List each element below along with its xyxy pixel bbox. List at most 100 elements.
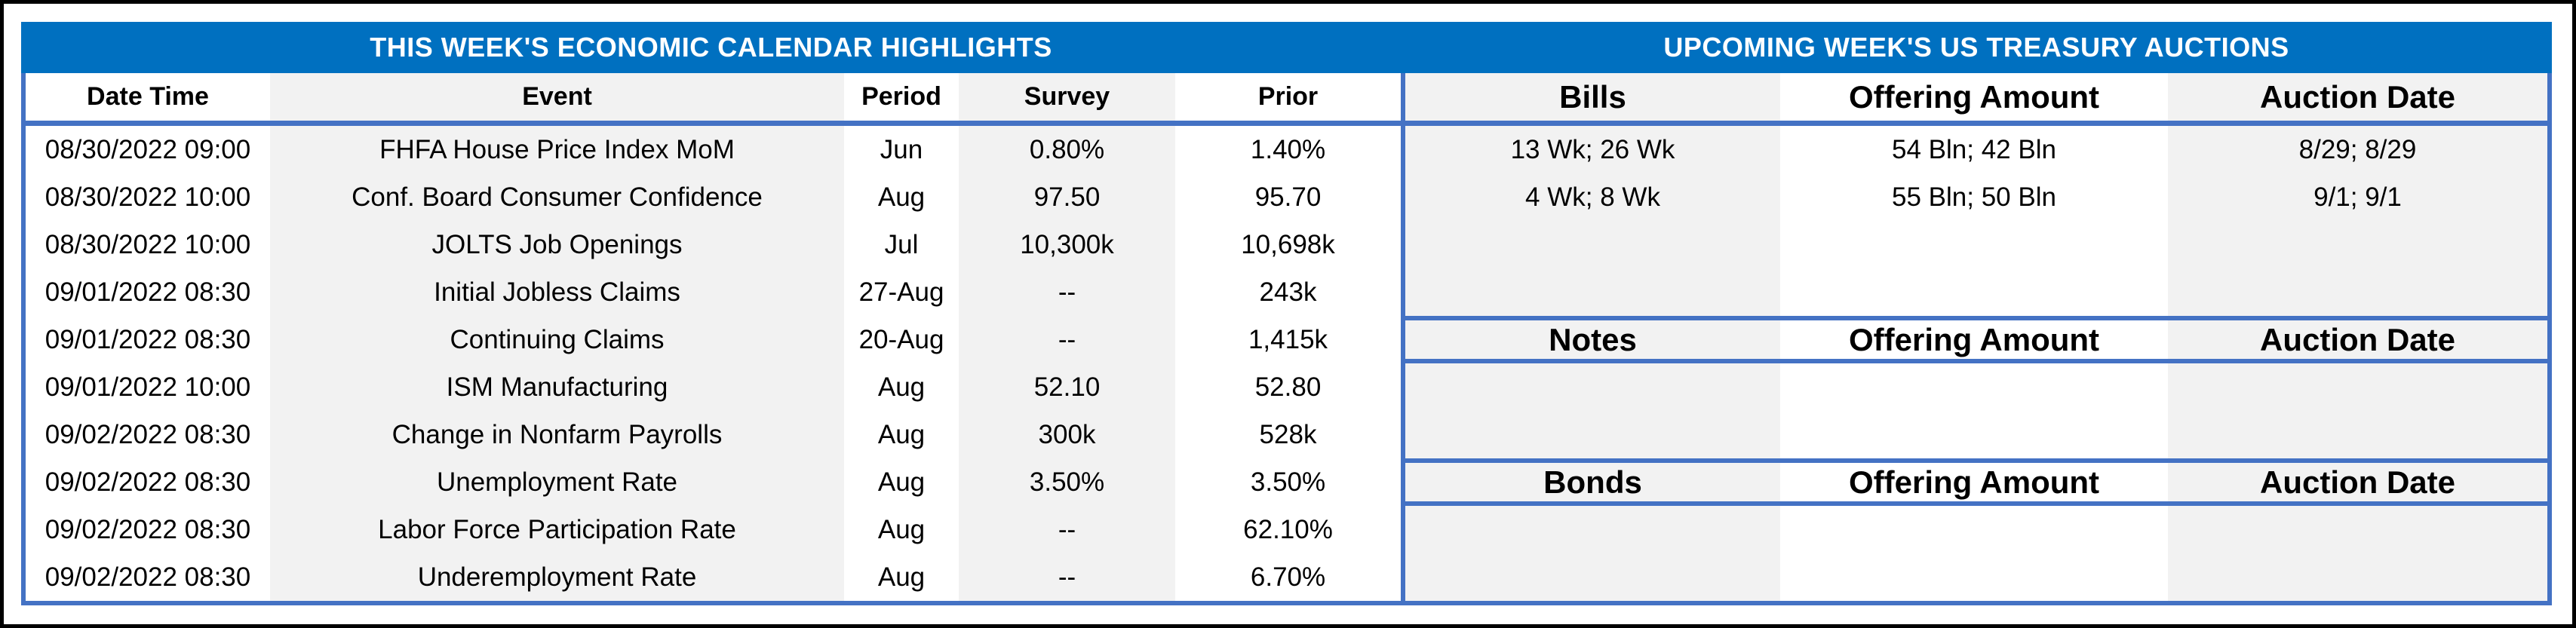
cell-survey: 97.50 (959, 173, 1175, 221)
auctions-title: UPCOMING WEEK'S US TREASURY AUCTIONS (1663, 32, 2289, 63)
notes-section-header: Notes Offering Amount Auction Date (1405, 316, 2547, 363)
cell-date-time: 09/01/2022 10:00 (26, 363, 270, 411)
empty-row (1405, 268, 2547, 316)
cell-event: Conf. Board Consumer Confidence (270, 173, 844, 221)
cell-event: Labor Force Participation Rate (270, 506, 844, 553)
header-notes-auction-date: Auction Date (2168, 320, 2547, 359)
header-event: Event (270, 73, 844, 121)
cell-event: Unemployment Rate (270, 458, 844, 506)
header-period: Period (844, 73, 959, 121)
cell-survey: 0.80% (959, 126, 1175, 173)
cell-survey: -- (959, 268, 1175, 316)
cell-period: Jul (844, 221, 959, 268)
cell-event: FHFA House Price Index MoM (270, 126, 844, 173)
cell-period: Aug (844, 173, 959, 221)
cell-date-time: 09/01/2022 08:30 (26, 316, 270, 363)
empty-row (1405, 411, 2547, 458)
cell-event: Underemployment Rate (270, 553, 844, 601)
economic-calendar-table: Date Time Event Period Survey Prior 08/3… (26, 73, 1401, 601)
cell-offering-amount: 55 Bln; 50 Bln (1780, 173, 2168, 221)
cell-date-time: 09/02/2022 08:30 (26, 411, 270, 458)
auctions-header-row: Bills Offering Amount Auction Date (1405, 73, 2547, 121)
calendar-row: 09/01/2022 10:00 ISM Manufacturing Aug 5… (26, 363, 1401, 411)
cell-event: Continuing Claims (270, 316, 844, 363)
cell-prior: 528k (1175, 411, 1401, 458)
header-bonds-offering-amount: Offering Amount (1780, 463, 2168, 501)
header-separator-right (1405, 121, 2547, 126)
cell-bills-security: 4 Wk; 8 Wk (1405, 173, 1780, 221)
cell-event: JOLTS Job Openings (270, 221, 844, 268)
header-offering-amount: Offering Amount (1780, 73, 2168, 121)
calendar-row: 09/02/2022 08:30 Underemployment Rate Au… (26, 553, 1401, 601)
calendar-row: 09/01/2022 08:30 Continuing Claims 20-Au… (26, 316, 1401, 363)
cell-bills-security: 13 Wk; 26 Wk (1405, 126, 1780, 173)
cell-period: 20-Aug (844, 316, 959, 363)
cell-survey: -- (959, 506, 1175, 553)
header-bills: Bills (1405, 73, 1780, 121)
header-notes: Notes (1405, 320, 1780, 359)
empty-row (1405, 363, 2547, 411)
cell-date-time: 08/30/2022 09:00 (26, 126, 270, 173)
calendar-row: 09/02/2022 08:30 Labor Force Participati… (26, 506, 1401, 553)
header-separator-left (26, 121, 1401, 126)
cell-date-time: 09/02/2022 08:30 (26, 458, 270, 506)
cell-event: Change in Nonfarm Payrolls (270, 411, 844, 458)
calendar-title: THIS WEEK'S ECONOMIC CALENDAR HIGHLIGHTS (370, 32, 1052, 63)
cell-date-time: 09/02/2022 08:30 (26, 553, 270, 601)
cell-date-time: 09/01/2022 08:30 (26, 268, 270, 316)
header-bonds-auction-date: Auction Date (2168, 463, 2547, 501)
calendar-row: 08/30/2022 10:00 JOLTS Job Openings Jul … (26, 221, 1401, 268)
header-auction-date: Auction Date (2168, 73, 2547, 121)
header-survey: Survey (959, 73, 1175, 121)
header-notes-offering-amount: Offering Amount (1780, 320, 2168, 359)
table-left-border (21, 73, 26, 605)
cell-survey: 3.50% (959, 458, 1175, 506)
cell-event: ISM Manufacturing (270, 363, 844, 411)
table-bottom-border (21, 601, 2552, 605)
cell-prior: 243k (1175, 268, 1401, 316)
cell-prior: 1,415k (1175, 316, 1401, 363)
cell-auction-date: 8/29; 8/29 (2168, 126, 2547, 173)
cell-survey: 10,300k (959, 221, 1175, 268)
cell-prior: 3.50% (1175, 458, 1401, 506)
calendar-row: 08/30/2022 10:00 Conf. Board Consumer Co… (26, 173, 1401, 221)
calendar-row: 09/01/2022 08:30 Initial Jobless Claims … (26, 268, 1401, 316)
center-divider (1401, 73, 1405, 605)
cell-prior: 6.70% (1175, 553, 1401, 601)
bills-row: 4 Wk; 8 Wk 55 Bln; 50 Bln 9/1; 9/1 (1405, 173, 2547, 221)
calendar-rows: 08/30/2022 09:00 FHFA House Price Index … (26, 126, 1401, 601)
empty-row (1405, 221, 2547, 268)
empty-row (1405, 506, 2547, 553)
auctions-rows: 13 Wk; 26 Wk 54 Bln; 42 Bln 8/29; 8/29 4… (1405, 126, 2547, 601)
table-right-border (2547, 73, 2552, 605)
cell-period: Aug (844, 553, 959, 601)
cell-survey: 300k (959, 411, 1175, 458)
cell-prior: 95.70 (1175, 173, 1401, 221)
header-bonds: Bonds (1405, 463, 1780, 501)
cell-survey: -- (959, 316, 1175, 363)
cell-period: Aug (844, 506, 959, 553)
empty-row (1405, 553, 2547, 601)
bonds-section-header: Bonds Offering Amount Auction Date (1405, 458, 2547, 506)
calendar-row: 09/02/2022 08:30 Unemployment Rate Aug 3… (26, 458, 1401, 506)
cell-period: 27-Aug (844, 268, 959, 316)
cell-prior: 52.80 (1175, 363, 1401, 411)
title-band: THIS WEEK'S ECONOMIC CALENDAR HIGHLIGHTS… (21, 22, 2552, 73)
cell-date-time: 08/30/2022 10:00 (26, 173, 270, 221)
cell-survey: -- (959, 553, 1175, 601)
header-date-time: Date Time (26, 73, 270, 121)
calendar-row: 09/02/2022 08:30 Change in Nonfarm Payro… (26, 411, 1401, 458)
cell-date-time: 08/30/2022 10:00 (26, 221, 270, 268)
cell-period: Aug (844, 458, 959, 506)
cell-prior: 62.10% (1175, 506, 1401, 553)
calendar-row: 08/30/2022 09:00 FHFA House Price Index … (26, 126, 1401, 173)
cell-period: Aug (844, 411, 959, 458)
cell-prior: 1.40% (1175, 126, 1401, 173)
cell-auction-date: 9/1; 9/1 (2168, 173, 2547, 221)
treasury-auctions-table: Bills Offering Amount Auction Date 13 Wk… (1405, 73, 2547, 601)
cell-date-time: 09/02/2022 08:30 (26, 506, 270, 553)
cell-survey: 52.10 (959, 363, 1175, 411)
cell-offering-amount: 54 Bln; 42 Bln (1780, 126, 2168, 173)
cell-period: Jun (844, 126, 959, 173)
cell-prior: 10,698k (1175, 221, 1401, 268)
